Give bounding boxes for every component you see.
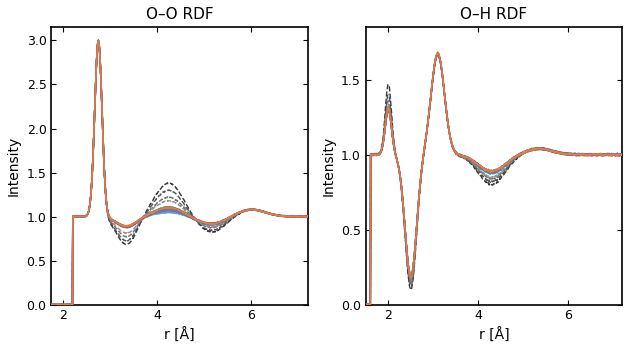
- Y-axis label: Intensity: Intensity: [321, 136, 335, 196]
- Title: O–H RDF: O–H RDF: [460, 7, 528, 22]
- X-axis label: r [Å]: r [Å]: [164, 328, 195, 343]
- Title: O–O RDF: O–O RDF: [146, 7, 213, 22]
- X-axis label: r [Å]: r [Å]: [479, 328, 509, 343]
- Y-axis label: Intensity: Intensity: [7, 136, 21, 196]
